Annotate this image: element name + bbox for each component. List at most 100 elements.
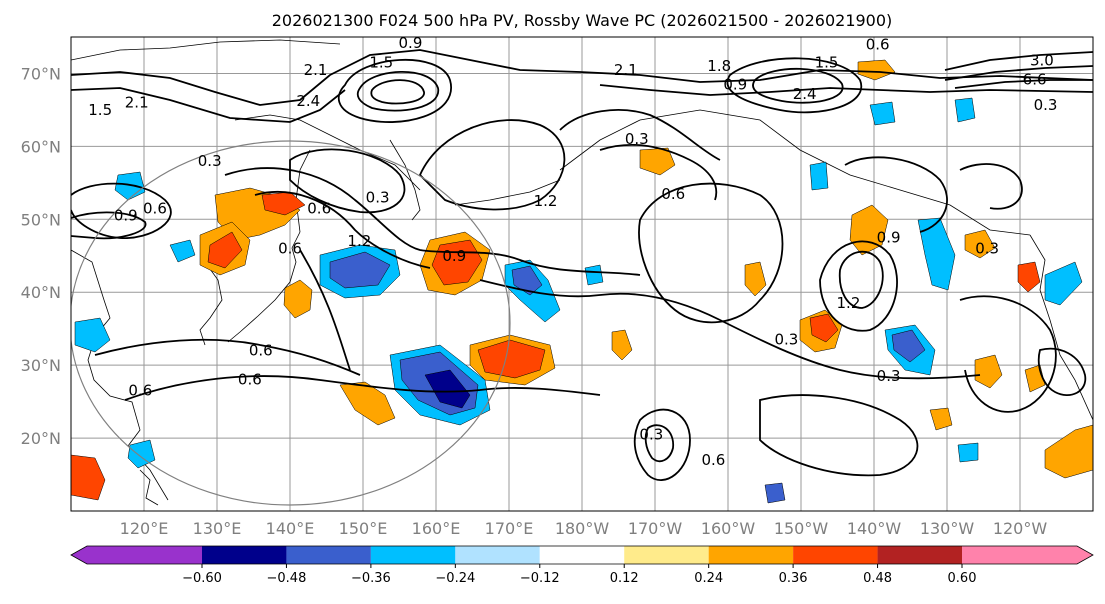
anomaly-fill-positive [1044, 424, 1093, 479]
coastline-alaska [559, 109, 1031, 236]
contour-line [71, 87, 346, 123]
contour-line [289, 148, 406, 214]
contour-line [254, 191, 431, 269]
colorbar-tick-label: −0.24 [435, 571, 475, 586]
contour-line [819, 240, 898, 332]
contour-label: 0.9 [877, 229, 901, 247]
contour-line [1037, 347, 1087, 397]
anomaly-fill-positive [744, 261, 767, 297]
anomaly-fill-negative [917, 217, 956, 291]
anomaly-fill-negative [114, 171, 146, 201]
colorbar-extend-min [71, 546, 87, 564]
latitude-tick-label: 40°N [21, 283, 61, 302]
colorbar-bin [708, 546, 794, 564]
longitude-tick-label: 150°E [339, 519, 388, 538]
contour-label: 1.5 [369, 54, 393, 72]
colorbar-tick-label: 0.24 [694, 571, 723, 586]
colorbar-bin [962, 546, 1077, 564]
contour-line [299, 249, 351, 371]
anomaly-fill-positive [849, 204, 889, 256]
contour-line [954, 79, 1093, 89]
longitude-tick-label: 170°E [485, 519, 534, 538]
colorbar-bin [202, 546, 287, 564]
longitude-tick-label: 170°W [628, 519, 683, 538]
anomaly-fill-positive [611, 329, 633, 361]
contour-label: 0.6 [278, 239, 302, 257]
contour-label: 0.3 [625, 130, 649, 148]
colorbar-bin [87, 546, 202, 564]
contour-line [479, 279, 981, 380]
anomaly-fill-positive [339, 381, 396, 426]
longitude-labels: 120°E 130°E 140°E 150°E 160°E 170°E 180°W 170°W… [120, 519, 1048, 538]
colorbar-bin [539, 546, 625, 564]
anomaly-fill-negative [954, 97, 976, 123]
contour-label: 0.6 [143, 199, 167, 217]
contour-label: 1.2 [347, 232, 371, 250]
chart-title: 2026021300 F024 500 hPa PV, Rossby Wave … [272, 11, 893, 30]
contour-line [644, 424, 674, 462]
anomaly-fill-negative [74, 317, 111, 353]
contour-label: 0.6 [307, 199, 331, 217]
anomaly-fill-negative [869, 101, 896, 126]
contour-line [337, 58, 452, 123]
anomaly-fill-positive [71, 454, 106, 501]
colorbar-tick-label: 0.48 [863, 571, 892, 586]
contour-label: 0.3 [366, 188, 390, 206]
contour-label: 2.1 [125, 94, 149, 112]
coastline-korea [199, 261, 223, 346]
longitude-tick-label: 160°E [412, 519, 461, 538]
coastline-kamchatka [389, 139, 421, 221]
colorbar-tick-label: 0.60 [948, 571, 977, 586]
contour-label: 0.9 [723, 75, 747, 93]
coastline-north-america-west [1029, 234, 1093, 421]
longitude-tick-label: 140°W [847, 519, 902, 538]
contour-line [633, 408, 691, 481]
contour-line [759, 394, 919, 477]
longitude-tick-label: 150°W [774, 519, 829, 538]
contour-label: 0.6 [238, 371, 262, 389]
contour-line [71, 49, 1093, 106]
coastline-japan [227, 231, 301, 343]
contour-line [599, 143, 718, 201]
contour-label: 0.3 [1034, 96, 1058, 114]
anomaly-fill-negative [809, 161, 829, 191]
coastline-philippines [139, 469, 159, 506]
contour-label: 2.1 [304, 61, 328, 79]
anomaly-fill-positive [207, 231, 243, 269]
anomaly-fill-positive [1017, 261, 1041, 293]
colorbar-outline [70, 545, 1094, 565]
anomaly-fill-negative [511, 265, 543, 296]
pv-anomaly-fills [71, 59, 1093, 504]
colorbar: −0.60 −0.48 −0.36 −0.24 −0.12 0.12 0.24 0.36 0.4… [70, 545, 1094, 586]
contour-label: 1.2 [534, 192, 558, 210]
latitude-tick-label: 50°N [21, 210, 61, 229]
longitude-tick-label: 120°E [120, 519, 169, 538]
latitude-tick-label: 30°N [21, 356, 61, 375]
contour-label: 0.3 [774, 331, 798, 349]
contour-line [638, 182, 784, 324]
contour-label: 0.3 [639, 425, 663, 443]
contour-line [71, 211, 147, 240]
latitude-tick-label: 60°N [21, 137, 61, 156]
contour-label: 6.6 [1023, 70, 1047, 88]
contour-line [959, 295, 1057, 413]
pv-contours [71, 49, 1093, 481]
colorbar-bin [286, 546, 371, 564]
contour-label: 1.2 [837, 294, 861, 312]
contour-label: 0.6 [249, 342, 273, 360]
contour-label: 1.5 [815, 54, 839, 72]
contour-line [944, 51, 1093, 71]
contour-label: 0.6 [866, 35, 890, 53]
anomaly-fill-positive [283, 279, 313, 319]
contour-label: 0.6 [661, 185, 685, 203]
colorbar-tick-label: 0.12 [610, 571, 639, 586]
contour-label: 3.0 [1030, 51, 1054, 69]
anomaly-fill-positive [809, 313, 839, 343]
anomaly-fill-positive [974, 354, 1003, 389]
longitude-tick-label: 160°W [701, 519, 756, 538]
contour-label: 2.1 [614, 61, 638, 79]
anomaly-fill-negative [169, 239, 196, 263]
colorbar-tick-label: −0.36 [351, 571, 391, 586]
reference-circle [71, 140, 511, 506]
